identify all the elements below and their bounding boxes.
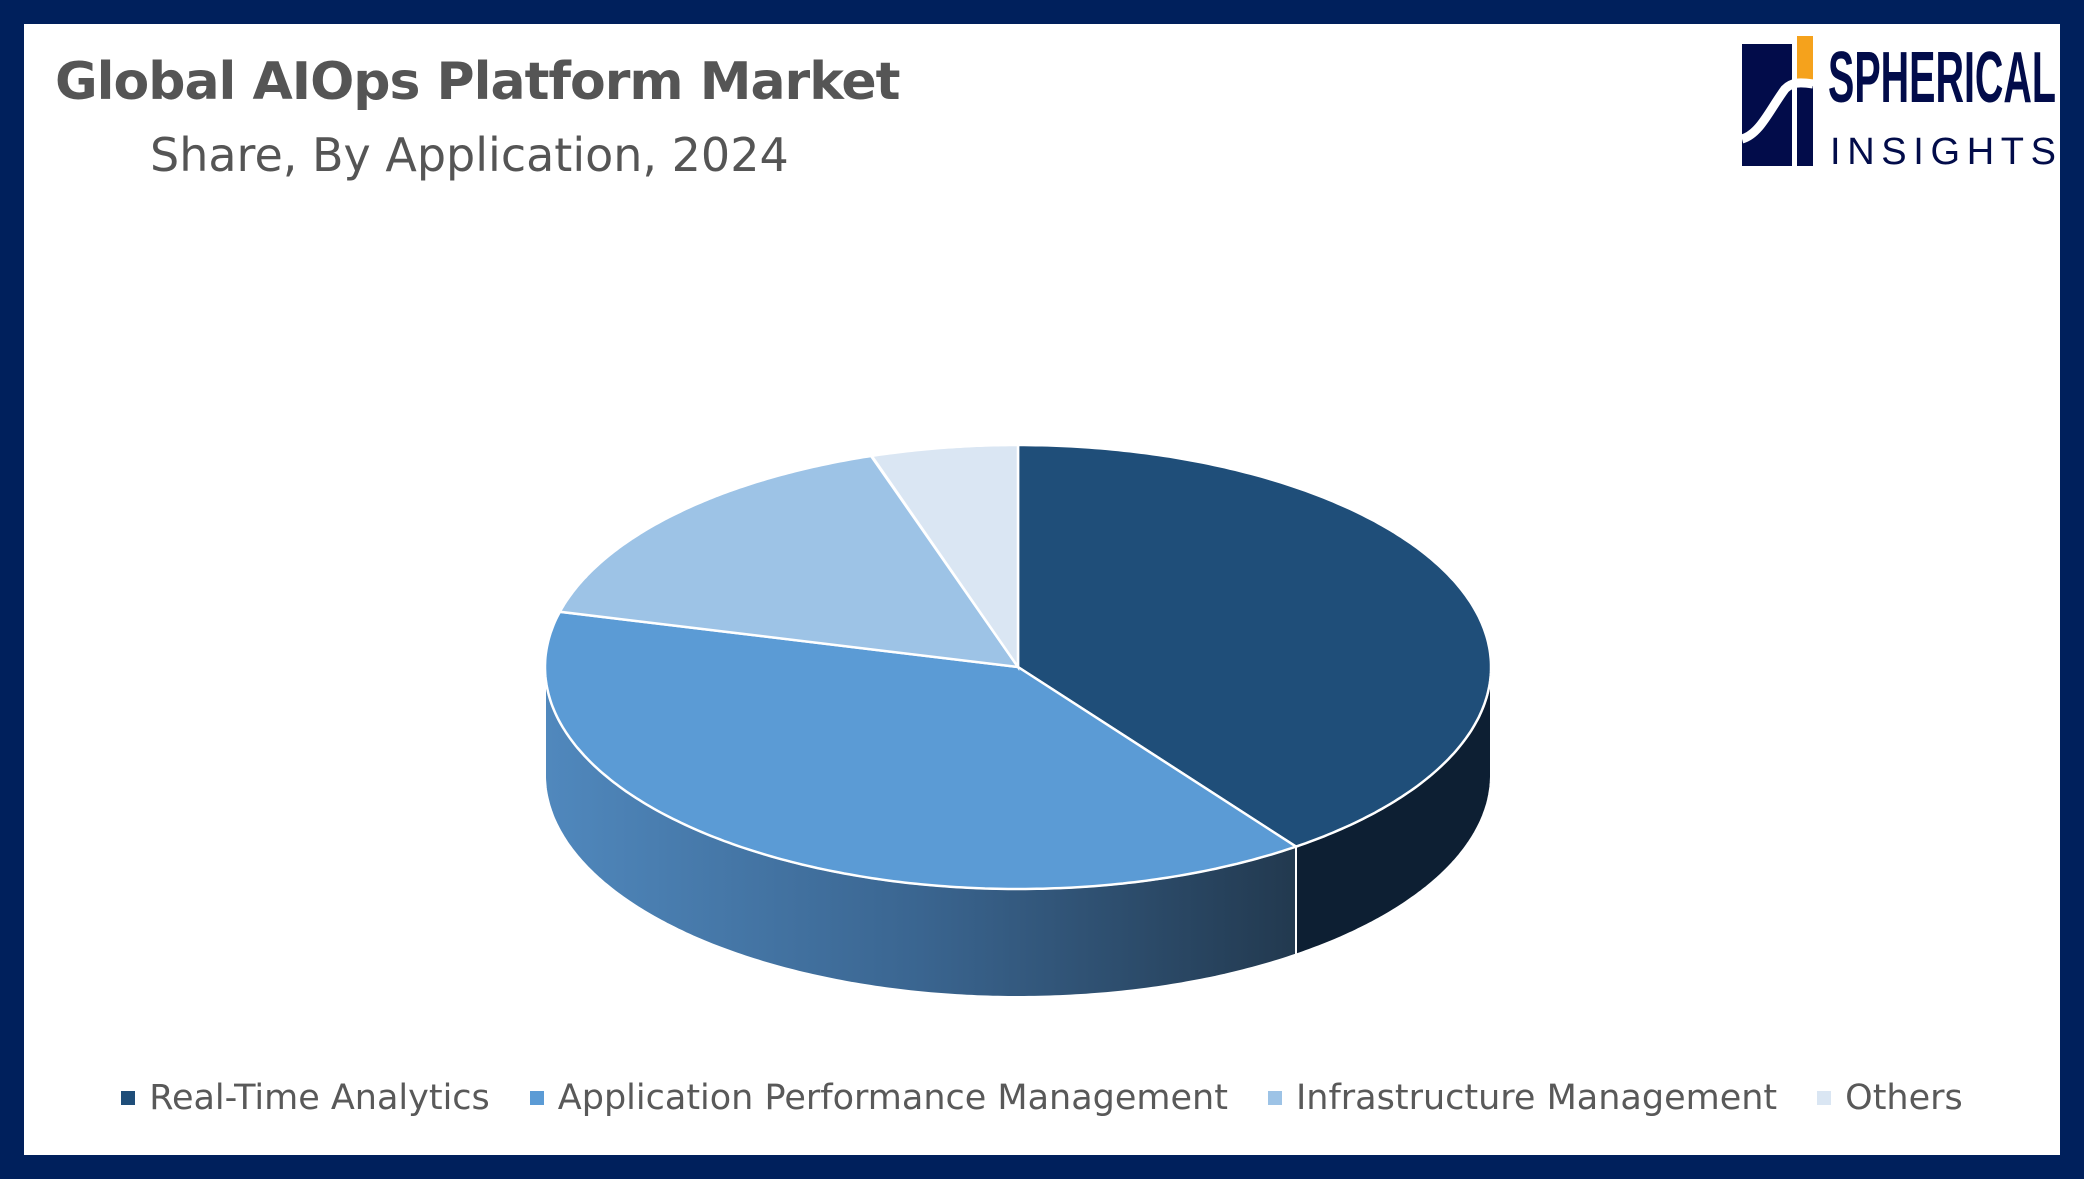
chart-subtitle: Share, By Application, 2024	[150, 128, 789, 182]
pie-slice-real-time-analytics	[1016, 443, 1493, 848]
legend-label: Application Performance Management	[557, 1078, 1228, 1118]
pie-slice-application-performance-management	[543, 610, 1299, 891]
legend: Real-Time Analytics Application Performan…	[0, 1078, 2084, 1118]
legend-label: Others	[1845, 1078, 1963, 1118]
spherical-insights-logo: SPHERICAL INSIGHTS	[1740, 36, 2056, 169]
chart-title: Global AIOps Platform Market	[55, 52, 900, 112]
legend-swatch	[121, 1091, 136, 1105]
legend-label: Real-Time Analytics	[149, 1078, 490, 1118]
legend-item: Real-Time Analytics	[121, 1078, 490, 1118]
pie-slice-infrastructure-management	[557, 454, 1021, 669]
legend-item: Application Performance Management	[529, 1078, 1228, 1118]
legend-label: Infrastructure Management	[1295, 1078, 1778, 1118]
legend-swatch	[1817, 1091, 1832, 1105]
legend-swatch	[529, 1091, 544, 1105]
svg-text:SPHERICAL: SPHERICAL	[1828, 38, 2056, 118]
legend-swatch	[1267, 1091, 1282, 1105]
pie-slice-others	[869, 443, 1020, 672]
legend-item: Others	[1817, 1078, 1963, 1118]
svg-text:INSIGHTS: INSIGHTS	[1830, 131, 2056, 169]
legend-item: Infrastructure Management	[1267, 1078, 1778, 1118]
